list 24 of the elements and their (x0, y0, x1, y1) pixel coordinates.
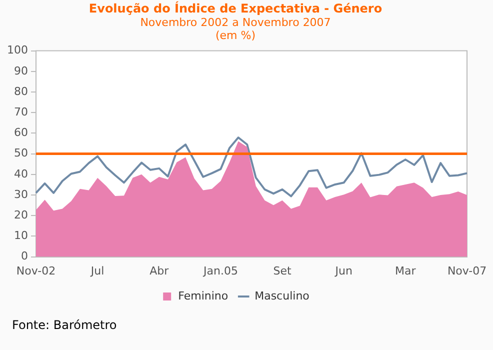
y-tick-label: 50 (14, 146, 28, 160)
x-tick-label: Mar (395, 264, 416, 278)
y-tick-label: 90 (14, 64, 28, 78)
y-tick-label: 20 (14, 208, 28, 222)
source-note: Fonte: Barómetro (12, 318, 117, 332)
y-tick-label: 10 (14, 229, 28, 242)
legend-label: Masculino (254, 289, 310, 302)
x-tick-label: Set (273, 264, 292, 278)
x-tick-label: Nov-07 (447, 264, 487, 278)
legend-label: Feminino (178, 289, 228, 302)
y-tick-label: 100 (6, 44, 28, 57)
y-tick-label: 80 (14, 84, 28, 98)
y-tick-label: 70 (14, 105, 28, 118)
y-tick-label: 0 (20, 250, 28, 263)
y-tick-label: 40 (14, 167, 28, 180)
x-tick-label: Nov-02 (16, 264, 56, 278)
x-tick-label: Jan.05 (202, 264, 238, 278)
y-tick-label: 30 (14, 188, 28, 201)
x-tick-label: Jun (334, 264, 352, 278)
chart-title: Evolução do Índice de Expectativa - Género (88, 0, 382, 16)
x-tick-label: Abr (150, 264, 170, 278)
chart-subtitle: Novembro 2002 a Novembro 2007 (em %) (140, 16, 331, 42)
y-tick-label: 60 (14, 126, 28, 140)
x-tick-label: Jul (90, 264, 104, 278)
